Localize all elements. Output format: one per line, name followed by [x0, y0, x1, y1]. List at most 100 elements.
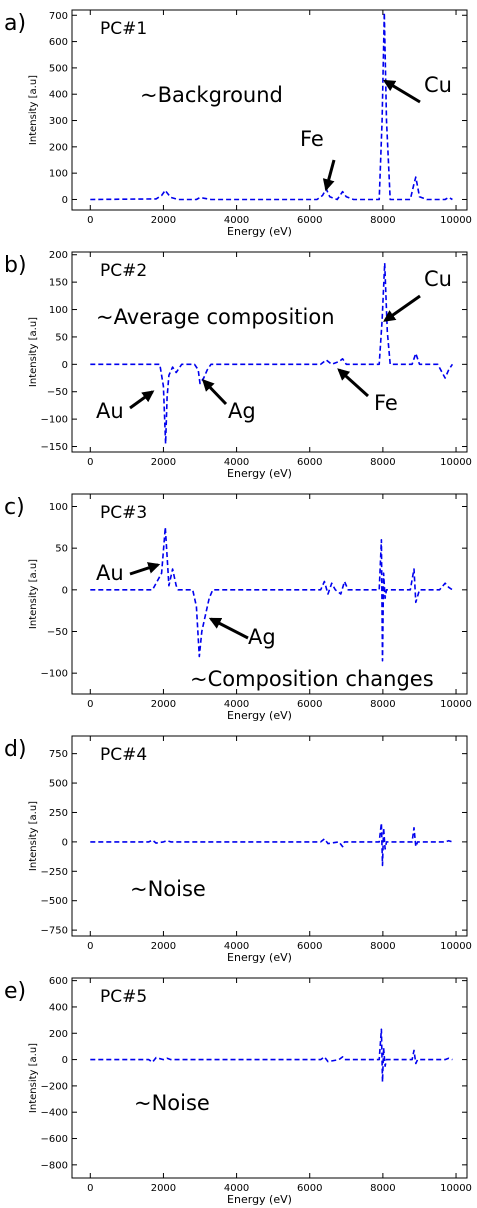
y-axis-label: Intensity [a.u]	[28, 801, 39, 871]
panel-4: d) 0 2000 4000 6000 8000 10000 −750 −500 −250 0 250…	[4, 735, 472, 964]
element-arrow	[208, 617, 249, 640]
x-tick-label: 6000	[297, 215, 322, 226]
x-tick-label: 10000	[440, 457, 472, 468]
annotation-text: ~Composition changes	[190, 667, 434, 691]
panel-5: e)0 2000 4000 6000 8000 10000−800−600−400−200…	[4, 976, 472, 1206]
y-tick-label: 400	[49, 90, 68, 101]
series-line	[90, 11, 453, 201]
y-tick-label: −100	[41, 415, 68, 426]
x-tick-label: 6000	[297, 941, 322, 952]
series-line	[90, 1028, 453, 1083]
x-axis-label: Energy (eV)	[227, 467, 292, 480]
y-tick-label: −800	[41, 1160, 68, 1171]
x-tick-label: 10000	[440, 215, 472, 226]
y-tick-label: 100	[49, 169, 68, 180]
panel-letter: a)	[4, 11, 26, 36]
x-tick-label: 10000	[440, 941, 472, 952]
element-label: Ag	[228, 399, 256, 423]
x-tick-label: 2000	[151, 457, 176, 468]
y-tick-label: 600	[49, 37, 68, 48]
x-tick-label: 2000	[151, 941, 176, 952]
element-arrow	[337, 368, 370, 398]
axes-frame	[71, 493, 468, 695]
x-axis-label: Energy (eV)	[227, 1193, 292, 1206]
y-tick-label: −50	[47, 627, 68, 638]
x-tick-label: 0	[87, 699, 93, 710]
x-tick-label: 0	[87, 1183, 93, 1194]
series-line	[90, 822, 453, 867]
series-line	[90, 262, 454, 445]
y-tick-label: 300	[49, 116, 68, 127]
axes-frame	[71, 251, 468, 453]
x-tick-label: 2000	[151, 699, 176, 710]
y-axis-label: Intensity [a.u]	[28, 559, 39, 629]
element-label: Fe	[300, 127, 324, 151]
axes-frame	[71, 9, 468, 211]
annotation-text: ~Noise	[130, 877, 206, 901]
y-axis-label: Intensity [a.u]	[28, 317, 39, 387]
element-label: Au	[96, 561, 124, 585]
x-tick-label: 6000	[297, 1183, 322, 1194]
y-tick-label: 0	[62, 837, 68, 848]
y-tick-label: −100	[41, 669, 68, 680]
series-line	[90, 526, 453, 662]
pc-label: PC#1	[100, 19, 147, 39]
x-tick-label: 0	[87, 941, 93, 952]
y-axis-label: Intensity [a.u]	[28, 75, 39, 145]
y-tick-label: 500	[49, 779, 68, 790]
axes-frame	[71, 977, 468, 1179]
x-axis-label: Energy (eV)	[227, 709, 292, 722]
x-tick-label: 8000	[370, 215, 395, 226]
annotation-text: ~Background	[140, 83, 283, 107]
y-tick-label: −750	[41, 926, 68, 937]
y-tick-label: −250	[41, 867, 68, 878]
x-tick-label: 0	[87, 215, 93, 226]
y-tick-label: −50	[47, 387, 68, 398]
x-tick-label: 8000	[370, 1183, 395, 1194]
element-arrow	[129, 390, 155, 410]
x-tick-label: 8000	[370, 941, 395, 952]
pc-label: PC#2	[100, 261, 147, 281]
pc-label: PC#5	[100, 987, 147, 1007]
y-tick-label: 0	[62, 360, 68, 371]
y-tick-label: 250	[49, 808, 68, 819]
axes-frame	[71, 735, 468, 937]
annotation-text: ~Average composition	[96, 305, 335, 329]
element-label: Cu	[424, 73, 452, 97]
annotation-text: ~Noise	[134, 1091, 210, 1115]
x-axis-label: Energy (eV)	[227, 951, 292, 964]
element-label: Cu	[424, 267, 452, 291]
y-tick-label: 50	[55, 544, 68, 555]
x-tick-label: 8000	[370, 457, 395, 468]
element-label: Ag	[248, 625, 276, 649]
y-tick-label: −150	[41, 442, 68, 453]
y-tick-label: 150	[49, 278, 68, 289]
panel-1: a) 0 2000 4000 6000 8000 10000 0 100 200 300 400 500…	[4, 9, 472, 238]
y-tick-label: 700	[49, 11, 68, 22]
y-tick-label: 400	[49, 1002, 68, 1013]
x-tick-label: 6000	[297, 457, 322, 468]
panel-letter: b)	[4, 253, 27, 278]
x-tick-label: 0	[87, 457, 93, 468]
panel-letter: e)	[4, 979, 26, 1004]
x-tick-label: 8000	[370, 699, 395, 710]
x-tick-label: 4000	[224, 215, 249, 226]
x-tick-label: 10000	[440, 699, 472, 710]
y-tick-label: 50	[55, 332, 68, 343]
x-axis-label: Energy (eV)	[227, 225, 292, 238]
element-arrow	[383, 79, 421, 104]
y-tick-label: 200	[49, 142, 68, 153]
y-tick-label: −600	[41, 1134, 68, 1145]
pc-label: PC#3	[100, 503, 147, 523]
y-tick-label: −400	[41, 1108, 68, 1119]
y-tick-label: 100	[49, 305, 68, 316]
element-arrow	[129, 562, 161, 576]
x-tick-label: 4000	[224, 941, 249, 952]
y-tick-label: 200	[49, 1029, 68, 1040]
element-label: Au	[96, 399, 124, 423]
element-arrow	[322, 159, 336, 192]
y-tick-label: −500	[41, 896, 68, 907]
x-tick-label: 4000	[224, 1183, 249, 1194]
element-arrow	[202, 379, 228, 406]
